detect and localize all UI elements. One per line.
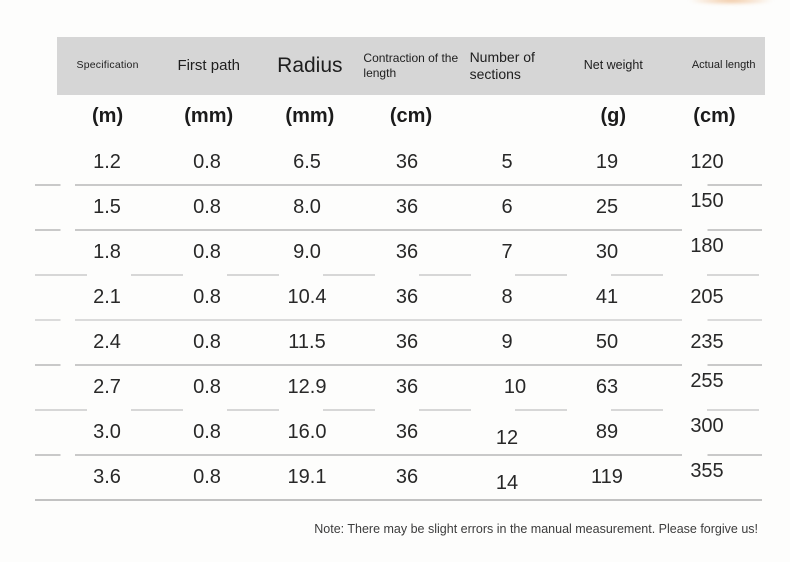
header-row: Specification First path Radius Contraction… xyxy=(57,37,765,95)
cell: 2.7 xyxy=(93,376,121,398)
cell: 180 xyxy=(690,235,724,257)
cell: 0.8 xyxy=(193,376,221,398)
cell: 36 xyxy=(395,466,419,488)
cell: 355 xyxy=(690,460,724,482)
unit-label-col1: (m) xyxy=(92,104,124,127)
cell: 36 xyxy=(395,421,419,443)
cell: 89 xyxy=(595,421,619,443)
cell: 1.8 xyxy=(93,241,121,263)
cell: 0.8 xyxy=(193,196,221,218)
table-row: 1.8 0.8 9.0 36 7 30 180 xyxy=(35,230,762,276)
table-row: 3.0 0.8 16.0 36 12 89 300 xyxy=(35,410,762,456)
cell: 19.1 xyxy=(287,466,327,488)
header-actual-length: Actual length xyxy=(691,59,756,72)
cell: 9.0 xyxy=(293,241,321,263)
cell: 11.5 xyxy=(288,331,326,353)
cell: 1.5 xyxy=(93,196,121,218)
corner-accent-smudge xyxy=(688,0,774,5)
cell: 25 xyxy=(595,196,619,218)
cell: 5 xyxy=(501,151,513,173)
cell: 1.2 xyxy=(93,151,121,173)
cell: 255 xyxy=(690,370,724,392)
cell: 19 xyxy=(595,151,619,173)
unit-label-col6: (g) xyxy=(600,104,627,127)
cell: 6 xyxy=(501,196,513,218)
cell: 36 xyxy=(395,151,419,173)
cell: 235 xyxy=(690,331,724,353)
cell: 36 xyxy=(395,331,419,353)
cell: 36 xyxy=(395,196,419,218)
cell: 36 xyxy=(395,241,419,263)
cell: 0.8 xyxy=(193,241,221,263)
header-net-weight: Net weight xyxy=(583,58,643,73)
cell: 8.0 xyxy=(293,196,321,218)
cell: 2.1 xyxy=(93,286,121,308)
table-row: 1.2 0.8 6.5 36 5 19 120 xyxy=(35,140,762,186)
cell: 14 xyxy=(495,472,519,494)
cell: 41 xyxy=(595,286,619,308)
header-radius: Radius xyxy=(277,53,343,77)
cell: 205 xyxy=(690,286,724,308)
unit-label-col7: (cm) xyxy=(693,104,736,127)
table-row: 2.1 0.8 10.4 36 8 41 205 xyxy=(35,275,762,321)
header-number-of-sections: Number of sections xyxy=(469,48,535,83)
cell: 3.6 xyxy=(93,466,121,488)
header-specification: Specification xyxy=(76,59,139,72)
cell: 8 xyxy=(501,286,513,308)
cell: 12.9 xyxy=(287,376,327,398)
cell: 0.8 xyxy=(193,286,221,308)
cell: 30 xyxy=(595,241,619,263)
cell: 10 xyxy=(503,376,527,398)
unit-label-col4: (cm) xyxy=(389,104,433,127)
cell: 300 xyxy=(690,415,724,437)
cell: 9 xyxy=(501,331,513,353)
cell: 7 xyxy=(501,241,513,263)
table-row: 2.7 0.8 12.9 36 10 63 255 xyxy=(35,365,762,411)
header-contraction-of-the-length: Contraction of the length xyxy=(363,51,459,80)
cell: 36 xyxy=(395,376,419,398)
cell: 12 xyxy=(495,427,519,449)
cell: 16.0 xyxy=(287,421,327,443)
cell: 6.5 xyxy=(293,151,321,173)
unit-label-col2: (mm) xyxy=(184,104,234,127)
cell: 50 xyxy=(595,331,619,353)
table-body: 1.2 0.8 6.5 36 5 19 120 1.5 0.8 8.0 36 6 25 150 1.8 0.8… xyxy=(35,140,762,501)
cell: 10.4 xyxy=(287,286,327,308)
table-row: 2.4 0.8 11.5 36 9 50 235 xyxy=(35,320,762,366)
unit-label-col3: (mm) xyxy=(285,104,335,127)
cell: 3.0 xyxy=(93,421,121,443)
cell: 0.8 xyxy=(193,151,221,173)
table-row: 3.6 0.8 19.1 36 14 119 355 xyxy=(35,455,762,501)
cell: 119 xyxy=(591,466,623,488)
cell: 36 xyxy=(395,286,419,308)
cell: 0.8 xyxy=(193,421,221,443)
cell: 2.4 xyxy=(93,331,121,353)
table-row: 1.5 0.8 8.0 36 6 25 150 xyxy=(35,185,762,231)
cell: 120 xyxy=(690,151,724,173)
note-text: Note: There may be slight errors in the … xyxy=(314,522,758,536)
cell: 0.8 xyxy=(193,331,221,353)
cell: 0.8 xyxy=(193,466,221,488)
units-row: (m) (mm) (mm) (cm) (g) (cm) xyxy=(57,95,765,137)
cell: 63 xyxy=(595,376,619,398)
header-first-path: First path xyxy=(177,56,240,74)
cell: 150 xyxy=(690,190,724,212)
